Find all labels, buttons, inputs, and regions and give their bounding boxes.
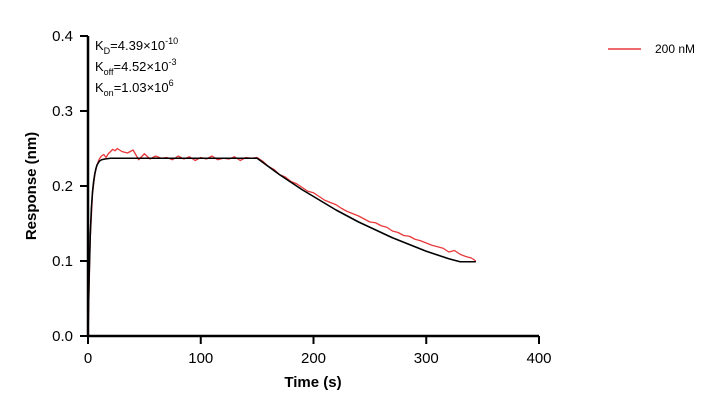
y-tick-label: 0.4 (52, 28, 73, 45)
y-ticks (80, 35, 88, 337)
x-axis-title: Time (s) (284, 374, 341, 391)
kon-annotation: Kon=1.03×106 (95, 78, 174, 98)
legend: 200 nM (608, 42, 695, 56)
kd-exponent: -10 (165, 36, 178, 46)
kd-subscript: D (104, 46, 111, 56)
y-axis-title: Response (nm) (23, 132, 40, 240)
x-tick-label: 400 (526, 350, 551, 367)
kd-annotation: KD=4.39×10-10 (95, 36, 178, 56)
kd-label: K (95, 38, 104, 53)
kon-label: K (95, 80, 104, 95)
kon-value: =1.03×10 (114, 80, 169, 95)
y-tick-label: 0.1 (52, 253, 73, 270)
fit-curve-line (87, 157, 476, 337)
series-layer (87, 147, 477, 337)
x-tick-label: 300 (414, 350, 439, 367)
koff-subscript: off (104, 67, 114, 77)
y-tick-label: 0.0 (52, 328, 73, 345)
koff-value: =4.52×10 (114, 59, 169, 74)
legend-label: 200 nM (655, 42, 695, 56)
koff-exponent: -3 (168, 57, 176, 67)
y-tick-label: 0.3 (52, 103, 73, 120)
x-tick-label: 100 (188, 350, 213, 367)
x-tick-label: 200 (301, 350, 326, 367)
y-tick-label: 0.2 (52, 178, 73, 195)
koff-annotation: Koff=4.52×10-3 (95, 57, 176, 77)
koff-label: K (95, 59, 104, 74)
kon-exponent: 6 (169, 78, 174, 88)
x-tick-label: 0 (84, 350, 92, 367)
kon-subscript: on (104, 88, 114, 98)
x-ticks (87, 336, 540, 344)
kd-value: =4.39×10 (110, 38, 165, 53)
